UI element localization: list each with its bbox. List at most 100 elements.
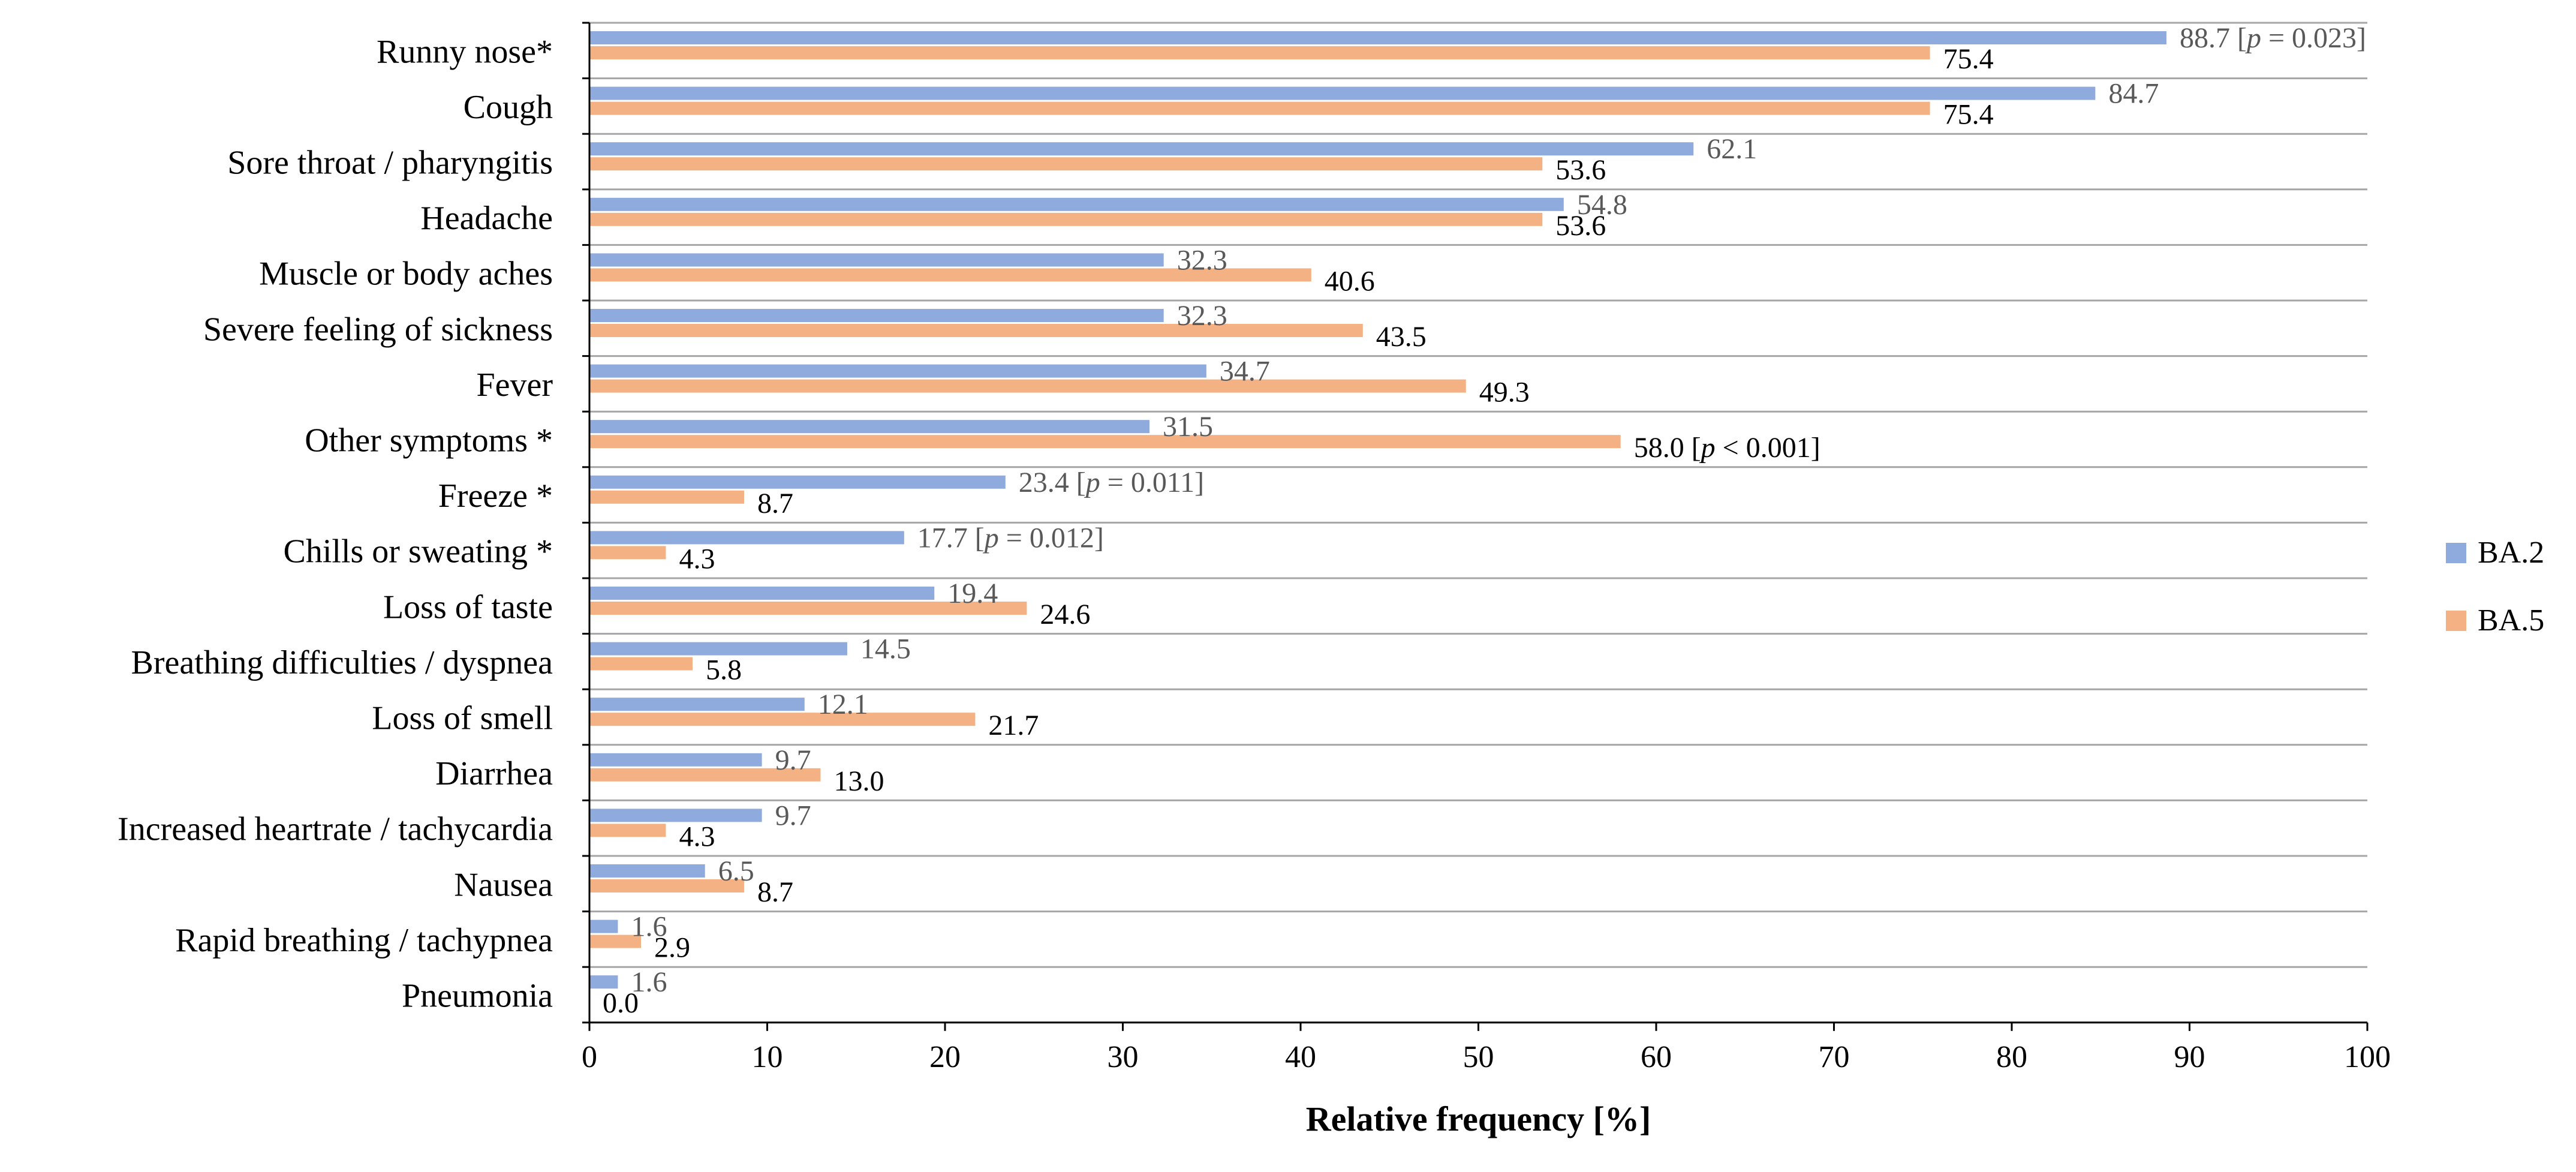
- x-tick-label: 20: [929, 1040, 961, 1074]
- bar-ba5: [589, 46, 1930, 59]
- value-label-ba5: 4.3: [679, 543, 715, 575]
- value-label-ba2: 6.5: [718, 855, 754, 887]
- category-label: Freeze *: [438, 477, 553, 515]
- value-label-ba5: 0.0: [603, 987, 639, 1019]
- value-label-ba2: 54.8: [1577, 189, 1627, 221]
- bar-ba2: [589, 919, 618, 933]
- value-label-ba2: 31.5: [1163, 411, 1213, 443]
- value-label-ba5: 8.7: [757, 488, 793, 519]
- value-label-ba2: 12.1: [818, 689, 868, 720]
- category-label: Increased heartrate / tachycardia: [118, 811, 553, 848]
- value-label-ba2: 1.6: [631, 966, 667, 998]
- value-label-ba2: 32.3: [1177, 300, 1227, 332]
- value-label-ba5: 58.0 [p < 0.001]: [1634, 432, 1820, 464]
- bar-ba5: [589, 768, 821, 782]
- x-tick-label: 100: [2344, 1040, 2391, 1074]
- category-label: Loss of smell: [372, 700, 553, 737]
- value-label-ba2: 62.1: [1707, 133, 1757, 165]
- x-tick-label: 30: [1108, 1040, 1139, 1074]
- bar-ba2: [589, 31, 2166, 44]
- value-labels: 88.7 [p = 0.023] 75.4 84.7 75.4 62.1 53.654.8…: [603, 22, 2366, 1019]
- category-label: Severe feeling of sickness: [203, 311, 553, 348]
- bar-ba5: [589, 713, 976, 726]
- legend-swatch: [2446, 611, 2466, 631]
- x-tick-label: 90: [2174, 1040, 2205, 1074]
- value-label-ba5: 4.3: [679, 821, 715, 852]
- bar-ba2: [589, 364, 1206, 378]
- bar-ba5: [589, 379, 1466, 393]
- value-label-ba5: 2.9: [654, 932, 690, 964]
- category-label: Cough: [464, 89, 553, 126]
- bar-ba5: [589, 824, 666, 837]
- bar-ba2: [589, 475, 1006, 489]
- category-label: Runny nose*: [377, 33, 553, 70]
- bar-ba5: [589, 490, 744, 504]
- value-label-ba5: 75.4: [1943, 99, 1994, 131]
- category-label: Other symptoms *: [305, 422, 553, 459]
- bar-ba5: [589, 212, 1543, 226]
- bar-ba2: [589, 420, 1149, 434]
- x-tick-label: 70: [1819, 1040, 1850, 1074]
- value-label-ba2: 1.6: [631, 911, 667, 943]
- legend-swatch: [2446, 543, 2466, 563]
- category-label: Fever: [476, 366, 553, 404]
- grid: [589, 22, 2367, 1024]
- category-label: Muscle or body aches: [259, 256, 553, 293]
- legend: BA.2 BA.5: [2446, 536, 2544, 638]
- bar-ba2: [589, 698, 805, 711]
- value-label-ba2: 84.7: [2108, 78, 2159, 110]
- value-label-ba5: 24.6: [1040, 599, 1090, 630]
- value-label-ba5: 53.6: [1555, 210, 1606, 242]
- category-label: Loss of taste: [383, 588, 553, 626]
- category-label: Breathing difficulties / dyspnea: [131, 644, 553, 681]
- value-label-ba5: 13.0: [833, 765, 884, 797]
- bar-ba2: [589, 142, 1694, 156]
- value-label-ba5: 43.5: [1376, 321, 1427, 353]
- category-label: Chills or sweating *: [283, 533, 553, 570]
- category-label: Pneumonia: [402, 978, 553, 1015]
- bar-ba2: [589, 309, 1164, 322]
- bar-ba2: [589, 587, 935, 600]
- bar-ba2: [589, 753, 762, 767]
- bar-ba2: [589, 864, 705, 878]
- bar-ba2: [589, 642, 847, 656]
- value-label-ba5: 49.3: [1479, 377, 1530, 408]
- legend-label: BA.2: [2478, 536, 2544, 570]
- x-tick-label: 0: [582, 1040, 597, 1074]
- bar-ba5: [589, 157, 1543, 171]
- bar-ba2: [589, 253, 1164, 267]
- x-axis-title: Relative frequency [%]: [1306, 1099, 1651, 1138]
- bar-ba2: [589, 86, 2096, 100]
- bar-ba2: [589, 197, 1564, 211]
- x-tick-label: 40: [1285, 1040, 1316, 1074]
- category-labels: Runny nose* Cough Sore throat / pharyngiti…: [118, 33, 553, 1014]
- bar-ba5: [589, 546, 666, 560]
- bar-ba5: [589, 934, 641, 948]
- value-label-ba5: 21.7: [988, 710, 1039, 741]
- value-label-ba5: 75.4: [1943, 43, 1994, 75]
- bar-ba5: [589, 101, 1930, 115]
- x-axis: 0 10 20 30 40 50 60 70 80 90 100: [582, 22, 2391, 1074]
- value-label-ba2: 9.7: [775, 800, 811, 831]
- bar-ba5: [589, 324, 1363, 337]
- bar-ba2: [589, 809, 762, 822]
- value-label-ba2: 32.3: [1177, 244, 1227, 276]
- category-label: Sore throat / pharyngitis: [227, 145, 553, 182]
- value-label-ba2: 17.7 [p = 0.012]: [917, 522, 1104, 554]
- category-label: Diarrhea: [435, 755, 553, 792]
- value-label-ba5: 5.8: [706, 654, 742, 686]
- x-tick-label: 60: [1641, 1040, 1672, 1074]
- category-label: Rapid breathing / tachypnea: [175, 922, 553, 959]
- bar-ba5: [589, 435, 1621, 449]
- bar-ba5: [589, 268, 1311, 282]
- x-tick-label: 10: [752, 1040, 783, 1074]
- value-label-ba5: 40.6: [1325, 265, 1375, 297]
- value-label-ba5: 53.6: [1555, 154, 1606, 186]
- bar-ba2: [589, 975, 618, 989]
- value-label-ba2: 34.7: [1220, 356, 1270, 387]
- x-tick-label: 50: [1463, 1040, 1494, 1074]
- category-label: Headache: [420, 200, 553, 237]
- bar-ba2: [589, 531, 904, 545]
- value-label-ba5: 8.7: [757, 876, 793, 908]
